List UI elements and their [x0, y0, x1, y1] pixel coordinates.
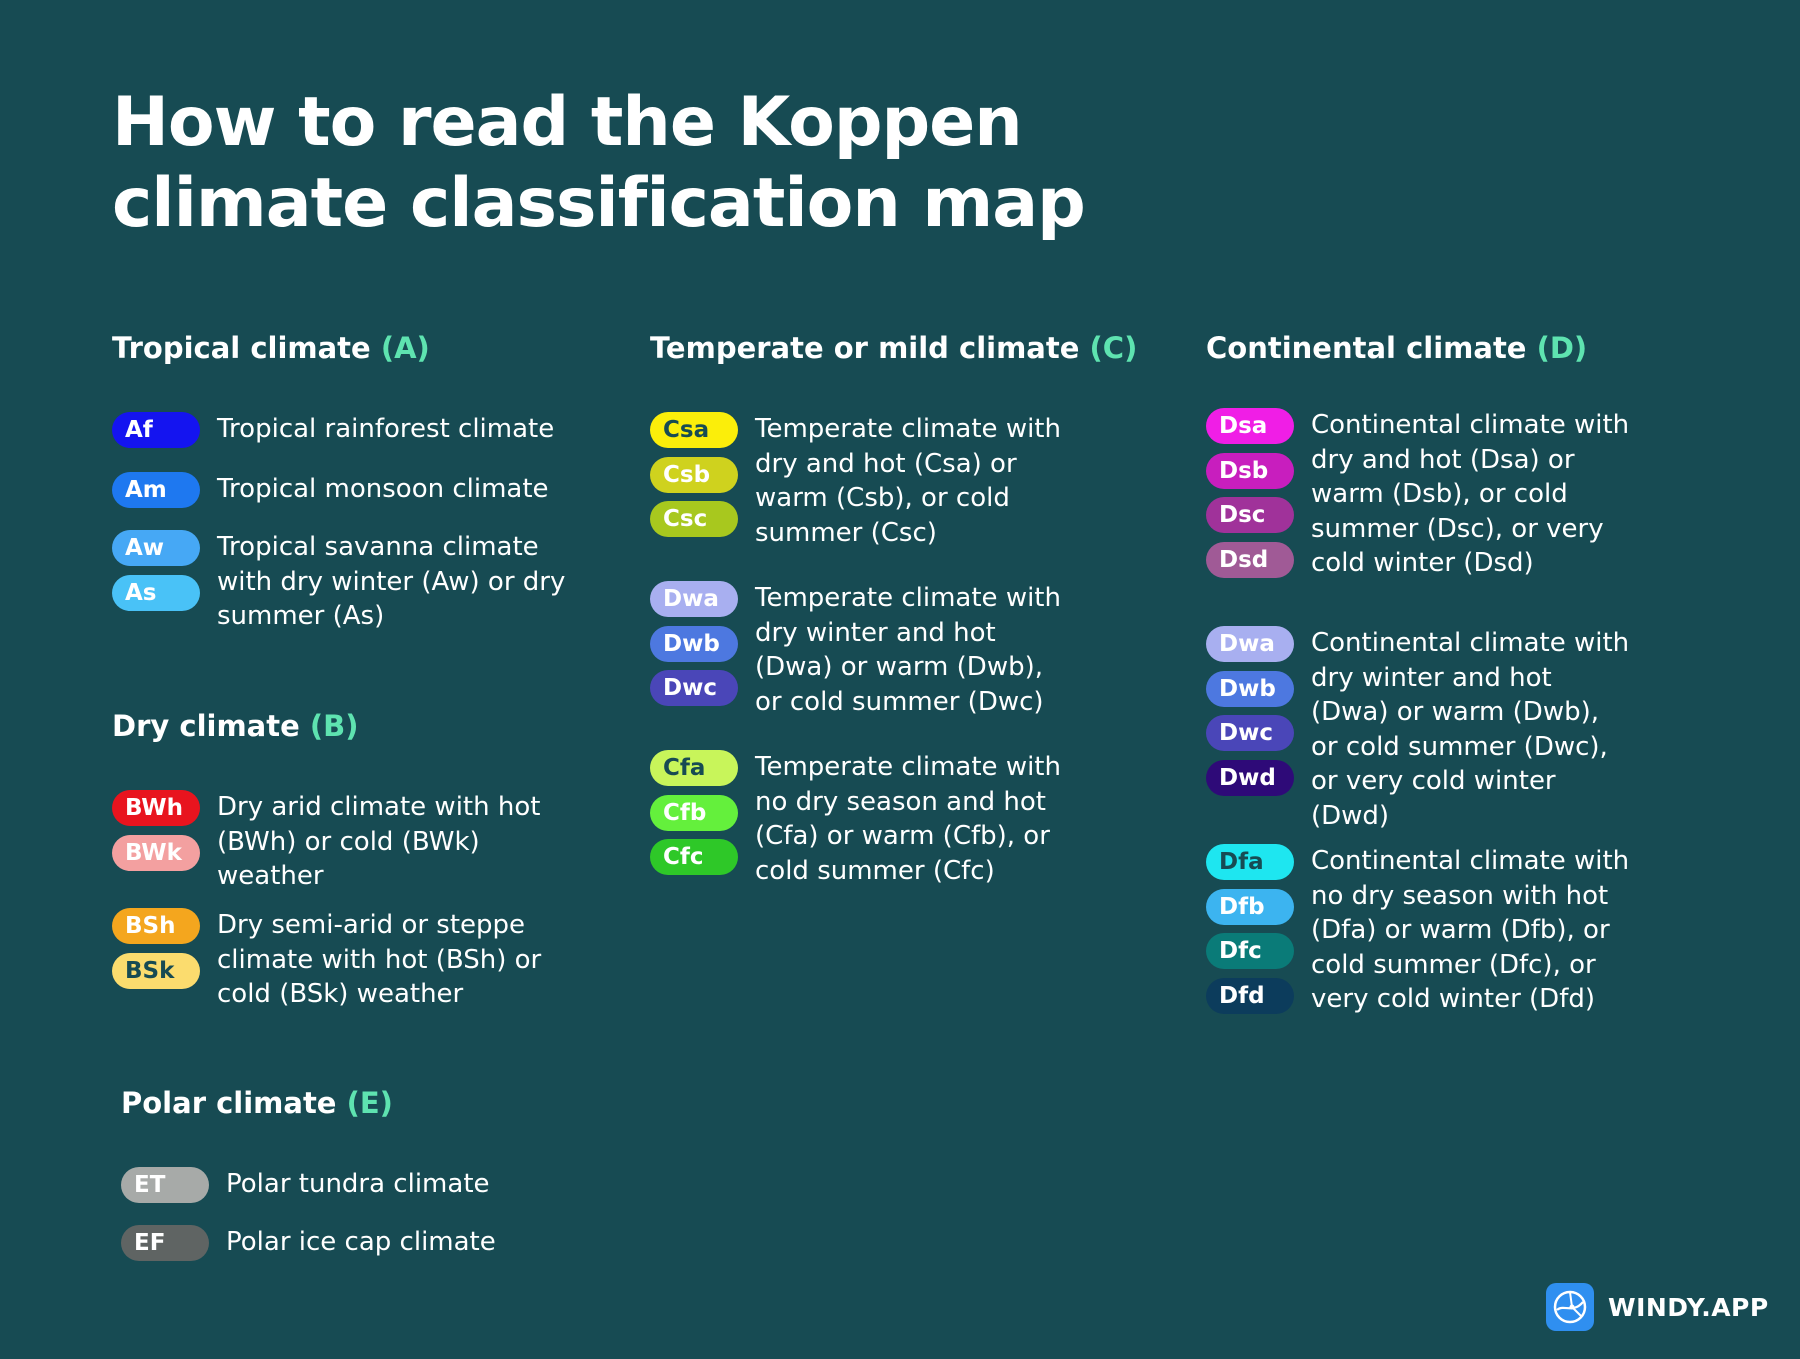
- climate-code-badge: Dwb: [650, 625, 738, 662]
- section-letter: (C): [1089, 331, 1138, 365]
- section-title-text: Tropical climate: [112, 331, 371, 365]
- climate-code-badge: Dsa: [1206, 408, 1294, 444]
- section-title: Polar climate (E): [121, 1083, 393, 1123]
- climate-code-badge: Dfa: [1206, 844, 1294, 880]
- climate-code-badge: Dwa: [650, 581, 738, 617]
- brand-name: WINDY.APP: [1608, 1292, 1769, 1322]
- climate-code-badge: BSh: [112, 908, 200, 944]
- climate-description: Temperate climate with dry winter and ho…: [755, 583, 1061, 717]
- climate-code-badge: BWk: [112, 834, 200, 871]
- section-title-text: Continental climate: [1206, 331, 1527, 365]
- section-title-text: Temperate or mild climate: [650, 331, 1080, 365]
- section-title: Tropical climate (A): [112, 328, 430, 368]
- climate-description: Temperate climate with no dry season and…: [755, 752, 1061, 886]
- climate-code-badge: Cfc: [650, 839, 738, 875]
- section-letter: (E): [346, 1086, 393, 1120]
- section-letter: (D): [1536, 331, 1588, 365]
- section-continental: Continental climate (D) Dsa Dsb Dsc Dsd Cont…: [1206, 328, 1629, 1014]
- climate-code-badge: Dwb: [1206, 670, 1294, 707]
- page-title: How to read the Koppen climate classific…: [112, 83, 1086, 243]
- climate-code-badge: Csc: [650, 501, 738, 537]
- windy-logo-icon: [1546, 1283, 1594, 1331]
- climate-code-badge: Am: [112, 472, 200, 508]
- climate-code-badge: Dfb: [1206, 888, 1294, 925]
- climate-code-badge: Csb: [650, 456, 738, 493]
- climate-code-badge: Csa: [650, 412, 738, 448]
- climate-code-badge: Dwa: [1206, 626, 1294, 662]
- climate-code-badge: As: [112, 574, 200, 611]
- climate-code-badge: EF: [121, 1225, 209, 1261]
- climate-description: Continental climate with dry and hot (Ds…: [1311, 410, 1630, 578]
- climate-code-badge: Dsc: [1206, 497, 1294, 533]
- climate-code-badge: Dsb: [1206, 452, 1294, 489]
- section-title: Dry climate (B): [112, 706, 359, 746]
- section-polar: Polar climate (E) ET Polar tundra climate…: [121, 1083, 496, 1261]
- climate-code-badge: Dsd: [1206, 541, 1294, 578]
- section-title: Continental climate (D): [1206, 328, 1587, 368]
- climate-description: Temperate climate with dry and hot (Csa)…: [755, 414, 1061, 548]
- climate-description: Tropical savanna climate with dry winter…: [217, 532, 566, 631]
- section-dry: Dry climate (B) BWh BWk Dry arid climate w…: [112, 706, 541, 1009]
- climate-code-badge: Dwd: [1206, 759, 1294, 796]
- section-title-text: Dry climate: [112, 709, 300, 743]
- climate-description: Polar ice cap climate: [226, 1227, 496, 1257]
- section-letter: (A): [380, 331, 430, 365]
- climate-code-badge: Dwc: [1206, 715, 1294, 751]
- climate-code-badge: ET: [121, 1167, 209, 1203]
- climate-code-badge: Dfc: [1206, 933, 1294, 969]
- climate-code-badge: Cfa: [650, 750, 738, 786]
- climate-description: Dry arid climate with hot (BWh) or cold …: [217, 792, 541, 891]
- climate-code-badge: Af: [112, 412, 200, 448]
- globe-icon: [1553, 1290, 1587, 1324]
- section-temperate: Temperate or mild climate (C) Csa Csb Csc T…: [650, 328, 1137, 886]
- climate-code-badge: Dwc: [650, 670, 738, 706]
- section-letter: (B): [309, 709, 359, 743]
- climate-code-badge: Dfd: [1206, 977, 1294, 1014]
- climate-code-badge: BWh: [112, 790, 200, 826]
- climate-description: Continental climate with dry winter and …: [1311, 628, 1630, 831]
- section-title: Temperate or mild climate (C): [650, 328, 1137, 368]
- climate-description: Continental climate with no dry season w…: [1311, 846, 1630, 1014]
- windy-app-logo: WINDY.APP: [1546, 1283, 1769, 1331]
- section-title-text: Polar climate: [121, 1086, 337, 1120]
- climate-description: Tropical rainforest climate: [217, 414, 555, 444]
- climate-description: Dry semi-arid or steppe climate with hot…: [217, 910, 542, 1009]
- climate-code-badge: Aw: [112, 530, 200, 566]
- climate-description: Polar tundra climate: [226, 1169, 490, 1199]
- climate-code-badge: BSk: [112, 952, 200, 989]
- section-tropical: Tropical climate (A) Af Tropical rainfore…: [112, 328, 565, 631]
- climate-code-badge: Cfb: [650, 794, 738, 831]
- climate-description: Tropical monsoon climate: [217, 474, 549, 504]
